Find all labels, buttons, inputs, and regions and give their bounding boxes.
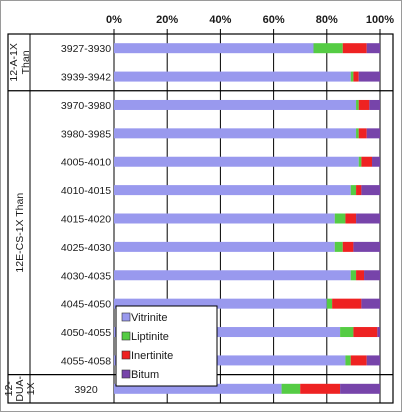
bar-segment-inertinite <box>342 241 354 252</box>
bar-segment-bitum <box>358 71 380 82</box>
row-label: 3939-3942 <box>61 72 111 84</box>
bar-segment-liptinite <box>281 383 301 394</box>
x-tick-label: 60% <box>263 14 285 26</box>
bar-segment-inertinite <box>342 43 367 54</box>
bar-segment-bitum <box>353 241 380 252</box>
row-label: 4025-4030 <box>61 242 111 254</box>
bar-segment-bitum <box>361 185 380 196</box>
x-tick-label: 80% <box>316 14 338 26</box>
legend-swatch <box>121 350 131 360</box>
bar-segment-vitrinite <box>114 355 346 366</box>
group-label: 12-DUA-1X <box>3 375 37 401</box>
bar-segment-liptinite <box>350 270 357 281</box>
row-label: 4015-4020 <box>61 214 111 226</box>
row-label: 4055-4058 <box>61 355 111 367</box>
bar-segment-vitrinite <box>114 185 351 196</box>
row-label: 3927-3930 <box>61 43 111 55</box>
bar-segment-bitum <box>366 43 380 54</box>
legend-label: Vitrinite <box>131 312 167 324</box>
legend-label: Liptinite <box>131 331 169 343</box>
row-label: 4030-4035 <box>61 270 111 282</box>
bar-segment-vitrinite <box>114 128 357 139</box>
bar-segment-liptinite <box>340 327 354 338</box>
bar-segment-liptinite <box>356 99 359 110</box>
bar-segment-bitum <box>364 270 380 281</box>
bar-segment-bitum <box>377 327 380 338</box>
bar-segment-vitrinite <box>114 99 357 110</box>
bar-segment-inertinite <box>300 383 341 394</box>
row-label: 4050-4055 <box>61 327 111 339</box>
bar-segment-inertinite <box>361 156 373 167</box>
bar-segment-bitum <box>372 156 380 167</box>
legend-swatch <box>121 312 131 322</box>
x-tick-label: 0% <box>106 14 122 26</box>
x-tick-label: 100% <box>366 14 394 26</box>
bar-segment-liptinite <box>350 185 357 196</box>
bar-segment-vitrinite <box>114 383 282 394</box>
row-label: 4010-4015 <box>61 185 111 197</box>
group-label: 12-A-1XThan <box>8 43 32 82</box>
bar-segment-liptinite <box>326 298 333 309</box>
bar-segment-inertinite <box>356 185 362 196</box>
bar-segment-vitrinite <box>114 213 335 224</box>
legend-label: Bitum <box>131 369 159 381</box>
row-label: 4005-4010 <box>61 157 111 169</box>
x-tick-label: 40% <box>209 14 231 26</box>
group-label: 12E-CS-1X Than <box>14 193 26 273</box>
bar-segment-liptinite <box>313 43 343 54</box>
bar-segment-liptinite <box>356 128 359 139</box>
row-label: 3970-3980 <box>61 100 111 112</box>
bar-segment-inertinite <box>345 213 357 224</box>
legend-label: Inertinite <box>131 350 173 362</box>
legend-swatch <box>121 331 131 341</box>
bar-segment-vitrinite <box>114 71 351 82</box>
x-tick-label: 20% <box>156 14 178 26</box>
row-label: 4045-4050 <box>61 299 111 311</box>
bar-segment-liptinite <box>345 355 351 366</box>
bar-segment-bitum <box>366 355 380 366</box>
bar-segment-liptinite <box>334 241 343 252</box>
bar-segment-inertinite <box>353 71 359 82</box>
bar-segment-bitum <box>361 298 380 309</box>
chart-frame <box>7 33 394 404</box>
row-label: 3980-3985 <box>61 128 111 140</box>
bar-segment-liptinite <box>334 213 346 224</box>
bar-segment-inertinite <box>356 270 365 281</box>
legend-swatch <box>121 369 131 379</box>
bar-segment-inertinite <box>332 298 362 309</box>
bar-segment-bitum <box>340 383 380 394</box>
bar-segment-vitrinite <box>114 327 341 338</box>
bar-segment-inertinite <box>350 355 367 366</box>
legend <box>115 305 218 387</box>
row-label: 3920 <box>74 384 98 396</box>
bar-segment-liptinite <box>350 71 354 82</box>
bar-segment-inertinite <box>358 99 370 110</box>
bar-segment-vitrinite <box>114 156 359 167</box>
bar-segment-vitrinite <box>114 270 351 281</box>
bar-segment-bitum <box>366 128 380 139</box>
bar-segment-vitrinite <box>114 298 327 309</box>
bar-segment-bitum <box>369 99 380 110</box>
bar-segment-vitrinite <box>114 43 314 54</box>
bar-segment-vitrinite <box>114 241 335 252</box>
bar-segment-liptinite <box>358 156 362 167</box>
bar-segment-bitum <box>356 213 380 224</box>
bar-segment-inertinite <box>353 327 378 338</box>
bar-segment-inertinite <box>358 128 367 139</box>
